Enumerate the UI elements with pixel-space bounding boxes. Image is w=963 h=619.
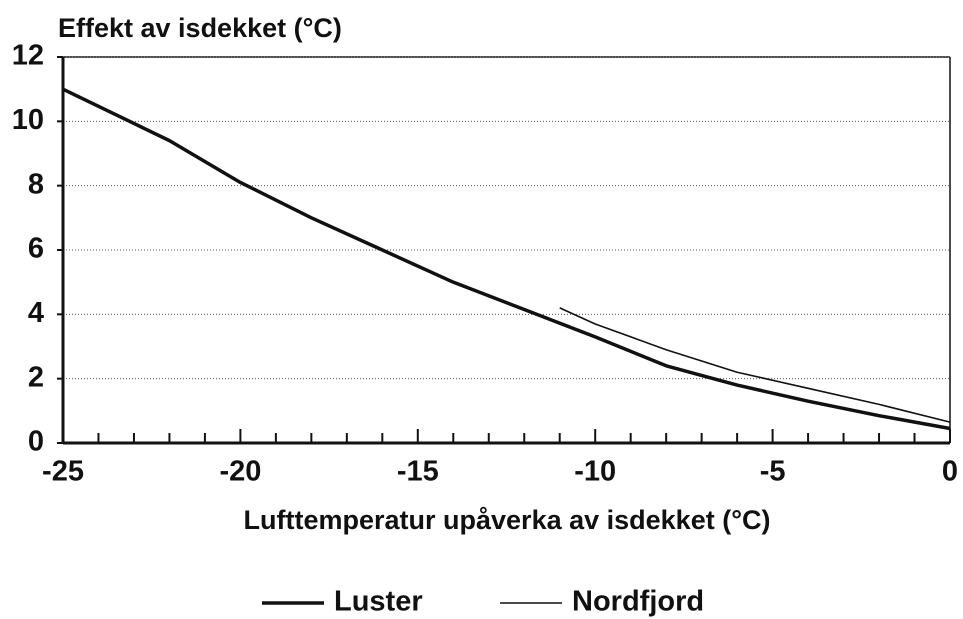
y-tick-label: 2 xyxy=(28,361,44,393)
x-tick-label: -20 xyxy=(219,456,261,488)
x-tick-label: 0 xyxy=(942,456,958,488)
chart-title: Effekt av isdekket (°C) xyxy=(58,13,342,43)
y-tick-label: 0 xyxy=(28,426,44,458)
x-tick-label: -25 xyxy=(42,456,84,488)
x-tick-label: -5 xyxy=(760,456,786,488)
legend-label: Luster xyxy=(334,586,423,618)
x-tick-label: -10 xyxy=(574,456,616,488)
series-line xyxy=(559,307,951,423)
y-tick-label: 10 xyxy=(12,104,44,136)
series-line xyxy=(62,87,951,431)
x-axis-label: Lufttemperatur upåverka av isdekket (°C) xyxy=(244,505,771,535)
y-tick-label: 8 xyxy=(28,168,44,200)
y-tick-label: 12 xyxy=(12,40,44,72)
y-tick-label: 6 xyxy=(28,233,44,265)
legend-label: Nordfjord xyxy=(572,586,704,618)
x-tick-label: -15 xyxy=(397,456,439,488)
y-tick-label: 4 xyxy=(28,297,44,329)
